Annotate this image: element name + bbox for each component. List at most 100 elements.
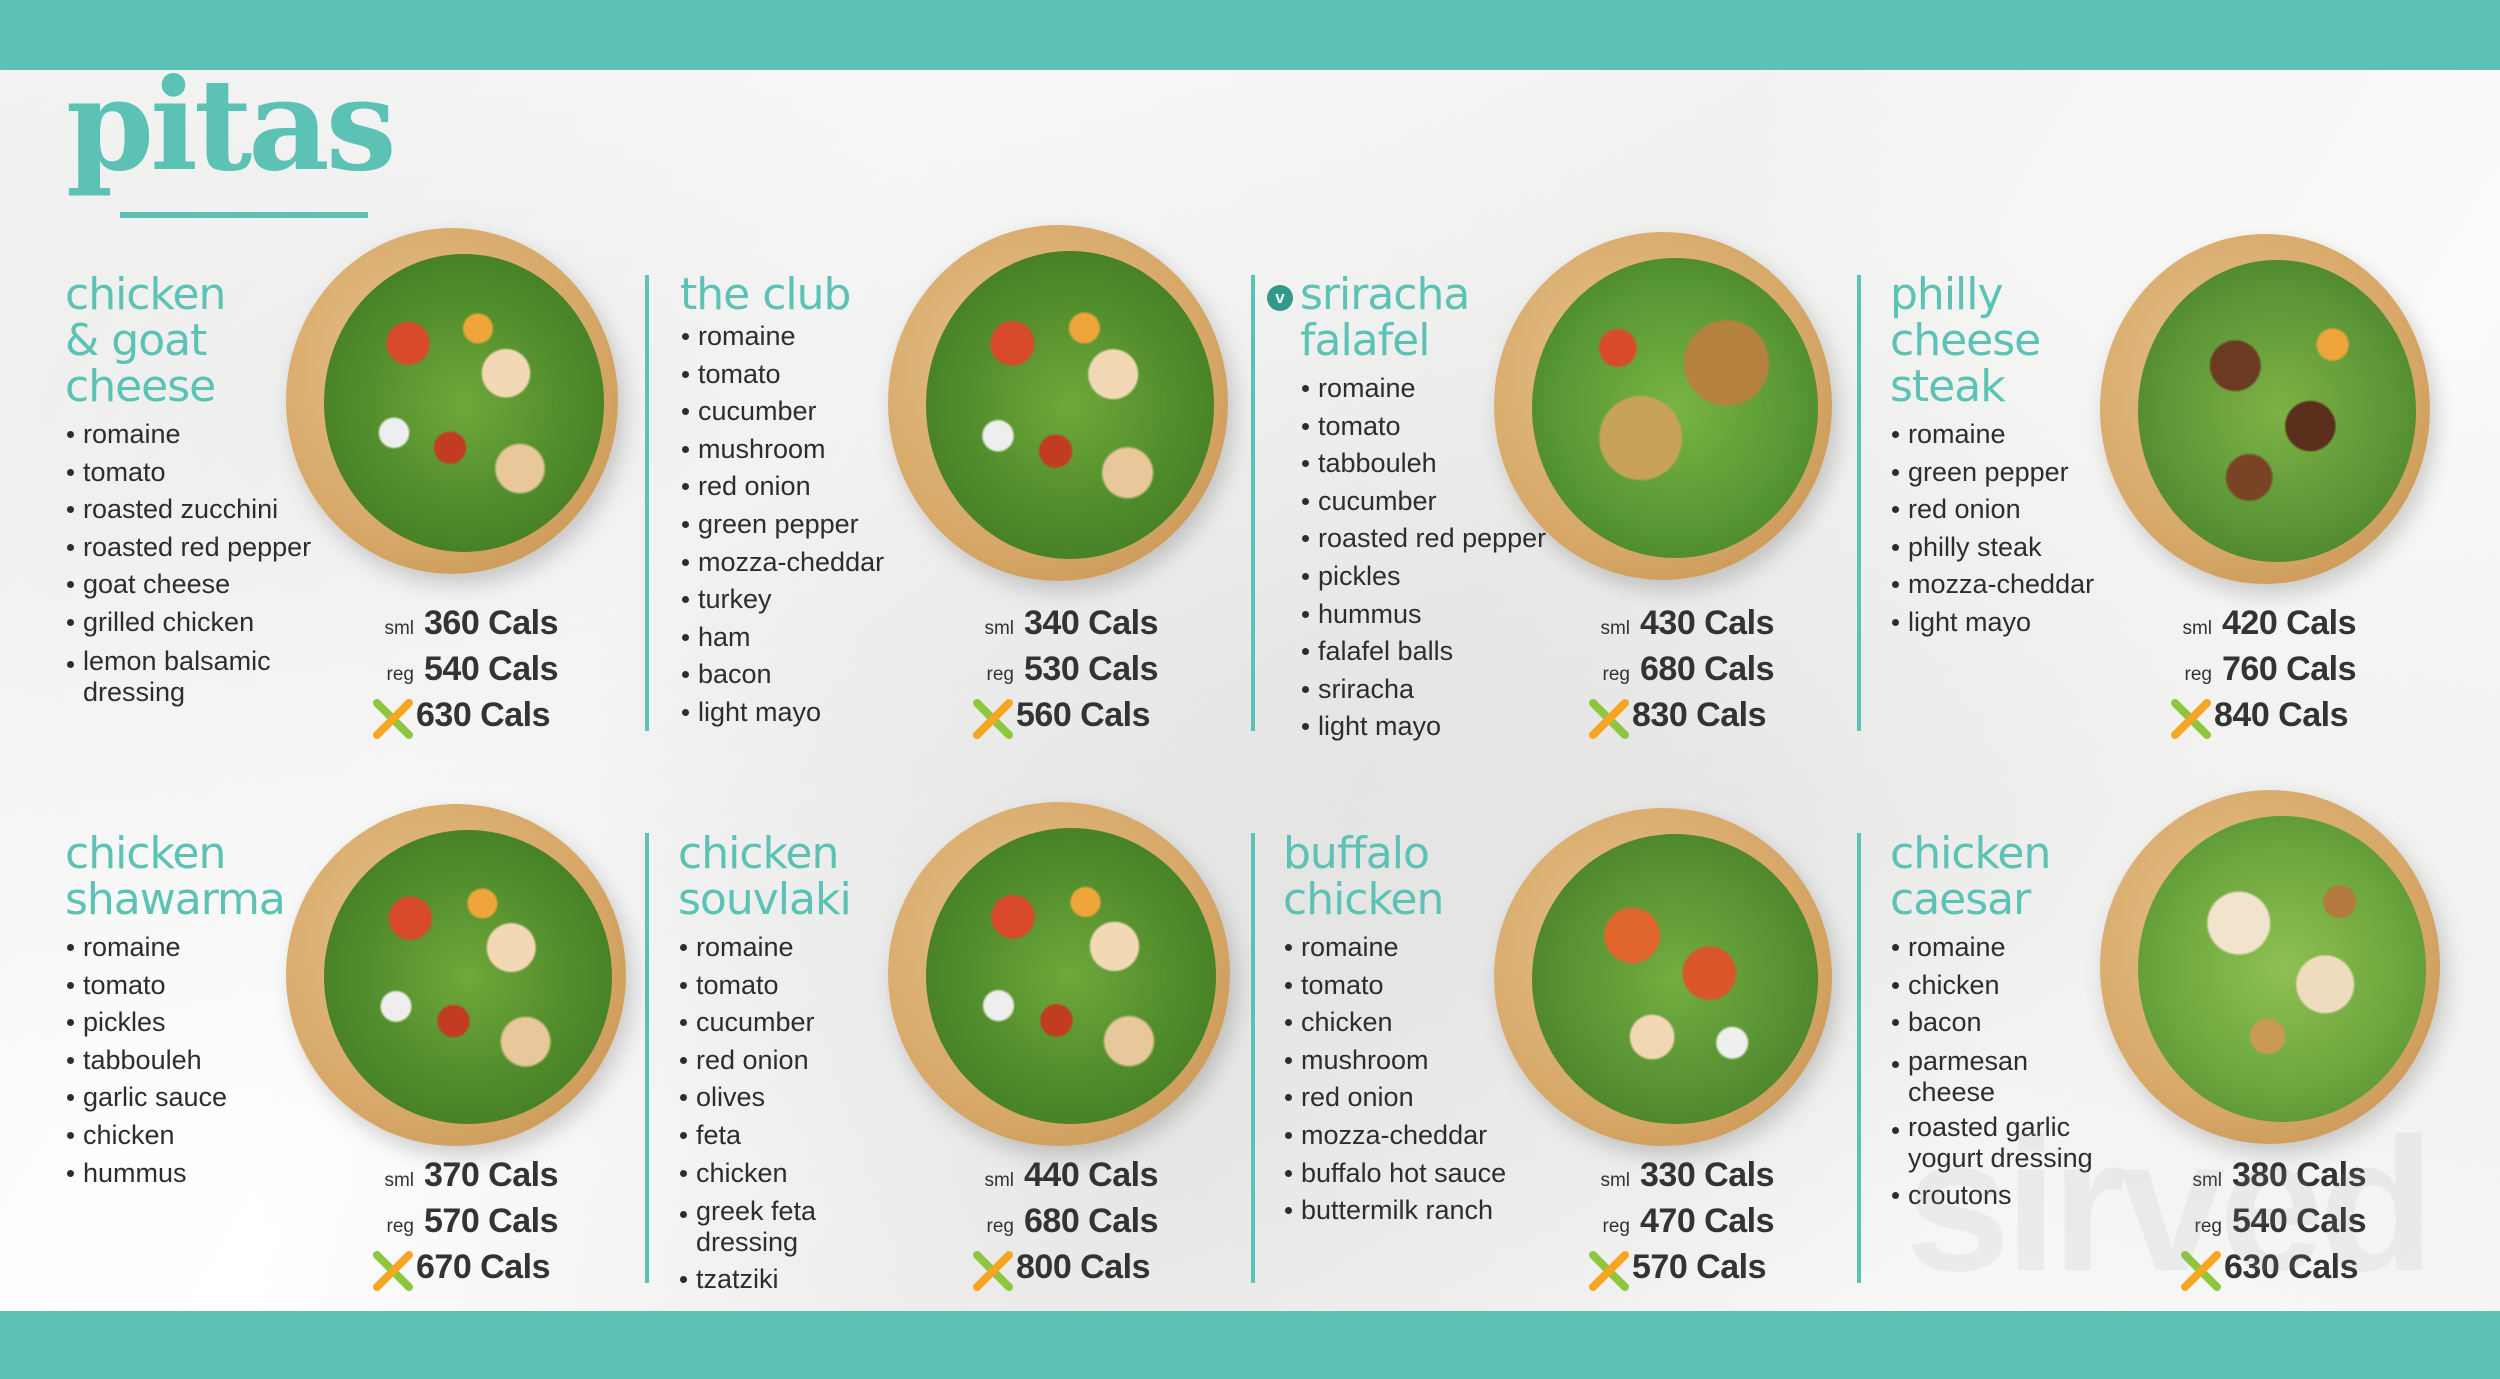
size-label-regular: reg — [2184, 664, 2212, 685]
cal-xl: 840 Cals — [2214, 696, 2349, 734]
cal-small: 440 Cals — [1024, 1156, 1159, 1194]
ingredient: romaine — [1890, 416, 2094, 454]
cal-small: 360 Cals — [424, 604, 559, 642]
x-large-icon — [373, 699, 413, 739]
ingredient: red onion — [678, 1042, 851, 1080]
cal-small: 330 Cals — [1640, 1156, 1775, 1194]
item-name: chicken souvlaki — [678, 828, 852, 925]
ingredient: mushroom — [680, 431, 884, 469]
size-label-regular: reg — [986, 1216, 1014, 1237]
cal-small: 380 Cals — [2232, 1156, 2367, 1194]
cal-xl: 670 Cals — [416, 1248, 551, 1286]
x-large-icon — [1589, 1251, 1629, 1291]
cal-xl: 570 Cals — [1632, 1248, 1767, 1286]
cal-regular: 760 Cals — [2222, 650, 2357, 688]
ingredient: falafel balls — [1300, 633, 1546, 671]
cal-regular: 570 Cals — [424, 1202, 559, 1240]
item-name: the club — [680, 269, 851, 320]
ingredient: sriracha — [1300, 671, 1546, 709]
cal-small: 370 Cals — [424, 1156, 559, 1194]
size-label-small: sml — [384, 618, 414, 639]
ingredient: bacon — [680, 656, 884, 694]
ingredient: hummus — [1300, 596, 1546, 634]
ingredient-list: romaine tomato cucumber mushroom red oni… — [680, 318, 884, 732]
item-name: buffalo chicken — [1283, 828, 1444, 925]
calorie-block: sml 340 Cals reg 530 Cals 560 Cals — [972, 604, 1159, 742]
cal-regular: 540 Cals — [424, 650, 559, 688]
menu-item-philly-cheese-steak: philly cheese steak romaine green pepper r… — [1890, 272, 2094, 642]
watermark: sirved — [1905, 1099, 2435, 1311]
ingredient: roasted garlic yogurt dressing — [1890, 1112, 2093, 1174]
ingredient: romaine — [1300, 370, 1546, 408]
pita-photo-the-club — [888, 225, 1228, 581]
ingredient: feta — [678, 1117, 851, 1155]
vegetarian-icon: v — [1267, 285, 1293, 311]
ingredient: red onion — [680, 468, 884, 506]
size-label-regular: reg — [1602, 664, 1630, 685]
ingredient: hummus — [65, 1155, 285, 1193]
size-label-regular: reg — [386, 1216, 414, 1237]
menu-item-chicken-shawarma: chicken shawarma romaine tomato pickles t… — [65, 828, 286, 1192]
item-name: philly cheese steak — [1890, 269, 2041, 412]
pita-photo-buffalo-chicken — [1494, 808, 1832, 1146]
title-underline — [120, 212, 368, 218]
ingredient-list: romaine chicken bacon parmesan cheese ro… — [1890, 929, 2093, 1214]
ingredient: olives — [678, 1079, 851, 1117]
ingredient: philly steak — [1890, 529, 2094, 567]
menu-item-chicken-souvlaki: chicken souvlaki romaine tomato cucumber … — [678, 828, 852, 1299]
menu-item-chicken-goat-cheese: chicken & goat cheese romaine tomato roast… — [65, 272, 311, 711]
ingredient-list: romaine tomato pickles tabbouleh garlic … — [65, 929, 285, 1192]
item-name: sriracha falafel — [1300, 269, 1470, 366]
cal-xl: 630 Cals — [2224, 1248, 2359, 1286]
ingredient: romaine — [680, 318, 884, 356]
ingredient: cucumber — [680, 393, 884, 431]
ingredient: tomato — [1283, 967, 1506, 1005]
x-large-icon — [373, 1251, 413, 1291]
cal-xl: 830 Cals — [1632, 696, 1767, 734]
item-name: chicken shawarma — [65, 828, 286, 925]
size-label-regular: reg — [2194, 1216, 2222, 1237]
column-divider — [645, 833, 649, 1283]
ingredient: mushroom — [1283, 1042, 1506, 1080]
ingredient: chicken — [678, 1155, 851, 1193]
calorie-block: sml 440 Cals reg 680 Cals 800 Cals — [972, 1156, 1159, 1294]
column-divider — [645, 275, 649, 731]
calorie-block: sml 370 Cals reg 570 Cals 670 Cals — [372, 1156, 559, 1294]
cal-regular: 540 Cals — [2232, 1202, 2367, 1240]
size-label-small: sml — [1600, 618, 1630, 639]
x-large-icon — [2171, 699, 2211, 739]
ingredient-list: romaine tomato roasted zucchini roasted … — [65, 416, 311, 708]
ingredient: buttermilk ranch — [1283, 1192, 1506, 1230]
ingredient: green pepper — [680, 506, 884, 544]
cal-small: 430 Cals — [1640, 604, 1775, 642]
menu-item-buffalo-chicken: buffalo chicken romaine tomato chicken mu… — [1283, 831, 1506, 1230]
ingredient: buffalo hot sauce — [1283, 1155, 1506, 1193]
x-large-icon — [973, 1251, 1013, 1291]
pita-photo-sriracha-falafel — [1494, 232, 1832, 580]
pita-photo-chicken-souvlaki — [888, 802, 1230, 1146]
ingredient: goat cheese — [65, 566, 311, 604]
item-name: chicken & goat cheese — [65, 269, 226, 412]
cal-xl: 630 Cals — [416, 696, 551, 734]
cal-regular: 680 Cals — [1640, 650, 1775, 688]
column-divider — [1857, 275, 1861, 731]
calorie-block: sml 360 Cals reg 540 Cals 630 Cals — [372, 604, 559, 742]
size-label-small: sml — [2192, 1170, 2222, 1191]
item-name: chicken caesar — [1890, 828, 2051, 925]
ingredient: green pepper — [1890, 454, 2094, 492]
cal-small: 340 Cals — [1024, 604, 1159, 642]
ingredient: tabbouleh — [1300, 445, 1546, 483]
ingredient: pickles — [1300, 558, 1546, 596]
ingredient: croutons — [1890, 1177, 2093, 1215]
ingredient: mozza-cheddar — [1283, 1117, 1506, 1155]
ingredient: mozza-cheddar — [1890, 566, 2094, 604]
ingredient: grilled chicken — [65, 604, 311, 642]
menu-item-the-club: the club romaine tomato cucumber mushroo… — [680, 272, 884, 732]
bottom-band — [0, 1311, 2500, 1379]
ingredient: romaine — [1890, 929, 2093, 967]
size-label-small: sml — [2182, 618, 2212, 639]
ingredient-list: romaine tomato cucumber red onion olives… — [678, 929, 851, 1299]
ingredient: red onion — [1890, 491, 2094, 529]
menu-item-chicken-caesar: chicken caesar romaine chicken bacon parm… — [1890, 831, 2093, 1214]
cal-regular: 470 Cals — [1640, 1202, 1775, 1240]
